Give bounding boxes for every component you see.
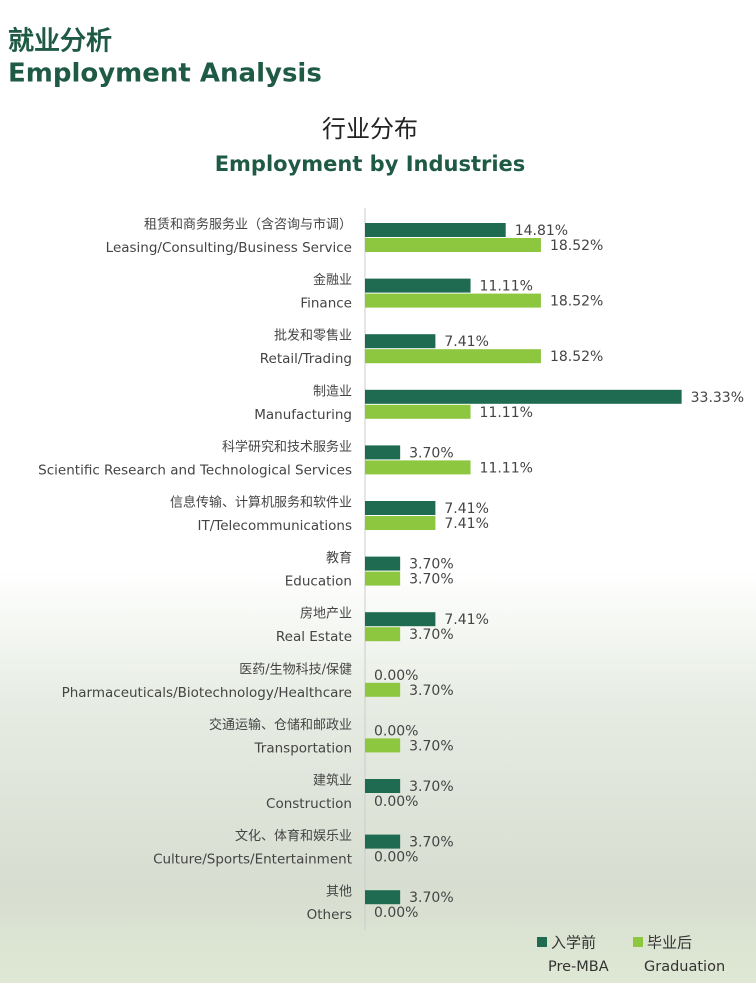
bar [365, 627, 401, 642]
value-label: 0.00% [374, 905, 418, 921]
bar [365, 349, 541, 364]
bar [365, 890, 401, 905]
value-label: 11.11% [480, 460, 533, 476]
value-label: 3.70% [409, 683, 453, 699]
value-label: 7.41% [444, 501, 488, 517]
bar [365, 278, 471, 293]
bar [365, 516, 436, 530]
category-label-en: Manufacturing [254, 407, 352, 423]
value-label: 3.70% [409, 835, 453, 851]
value-label: 11.11% [480, 279, 533, 295]
category-label-cn: 其他 [326, 885, 352, 900]
category-label-en: Education [285, 574, 352, 590]
category-label-cn: 建筑业 [313, 773, 352, 789]
category-label-cn: 房地产业 [300, 606, 352, 622]
chart-subtitle: Employment by Industries [215, 152, 526, 176]
value-label: 11.11% [480, 405, 533, 421]
legend-swatch [537, 937, 547, 947]
category-label-en: Finance [300, 296, 352, 312]
value-label: 33.33% [691, 390, 744, 406]
category-label-cn: 信息传输、计算机服务和软件业 [170, 495, 352, 511]
bar [365, 404, 471, 419]
category-label-en: Leasing/Consulting/Business Service [106, 240, 352, 256]
value-label: 18.52% [550, 294, 603, 310]
bar [365, 738, 401, 753]
category-label-en: Others [307, 907, 352, 923]
category-label-en: Culture/Sports/Entertainment [153, 852, 352, 868]
value-label: 3.70% [409, 445, 453, 461]
legend-label-cn: 入学前 [551, 934, 596, 952]
category-label-en: Real Estate [276, 629, 352, 645]
bar [365, 612, 436, 627]
value-label: 3.70% [409, 738, 453, 754]
bar [365, 556, 401, 571]
category-label-en: Scientific Research and Technological Se… [38, 462, 352, 478]
category-label-cn: 批发和零售业 [274, 328, 352, 344]
value-label: 0.00% [374, 668, 418, 684]
value-label: 0.00% [374, 723, 418, 739]
value-label: 0.00% [374, 794, 418, 810]
bar [365, 460, 471, 475]
category-label-en: Retail/Trading [260, 351, 352, 367]
category-label-cn: 医药/生物科技/保健 [239, 662, 352, 677]
bar [365, 238, 541, 252]
category-label-en: IT/Telecommunications [197, 518, 352, 534]
value-label: 3.70% [409, 627, 453, 643]
value-label: 3.70% [409, 779, 453, 795]
value-label: 7.41% [444, 516, 488, 532]
category-label-cn: 文化、体育和娱乐业 [235, 828, 352, 844]
category-label-cn: 金融业 [313, 272, 352, 288]
category-label-cn: 教育 [326, 550, 352, 566]
bar [365, 334, 436, 349]
legend-label-en: Pre-MBA [548, 959, 609, 975]
bar [365, 682, 401, 697]
bar [365, 389, 682, 404]
bar [365, 571, 401, 586]
value-label: 3.70% [409, 557, 453, 573]
bar [365, 293, 541, 308]
legend-label-en: Graduation [644, 959, 725, 975]
category-label-cn: 制造业 [313, 384, 352, 399]
value-label: 14.81% [515, 223, 568, 239]
bar [365, 501, 436, 515]
legend-label-cn: 毕业后 [647, 934, 692, 952]
category-label-cn: 交通运输、仓储和邮政业 [209, 717, 352, 733]
category-label-en: Transportation [254, 740, 352, 756]
value-label: 7.41% [444, 334, 488, 350]
legend-swatch [633, 937, 643, 947]
value-label: 3.70% [409, 890, 453, 906]
value-label: 7.41% [444, 612, 488, 628]
value-label: 18.52% [550, 349, 603, 365]
category-label-en: Pharmaceuticals/Biotechnology/Healthcare [62, 685, 352, 701]
value-label: 18.52% [550, 238, 603, 254]
category-label-cn: 科学研究和技术服务业 [222, 439, 352, 455]
category-label-en: Construction [266, 796, 352, 812]
bar [365, 834, 401, 849]
page-title-en: Employment Analysis [8, 59, 322, 89]
value-label: 3.70% [409, 572, 453, 588]
bar [365, 223, 506, 237]
category-label-cn: 租赁和商务服务业（含咨询与市调） [144, 217, 352, 233]
page-title-cn: 就业分析 [8, 27, 112, 57]
value-label: 0.00% [374, 850, 418, 866]
bar [365, 445, 401, 460]
bar [365, 779, 401, 793]
chart-title: 行业分布 [322, 115, 418, 143]
